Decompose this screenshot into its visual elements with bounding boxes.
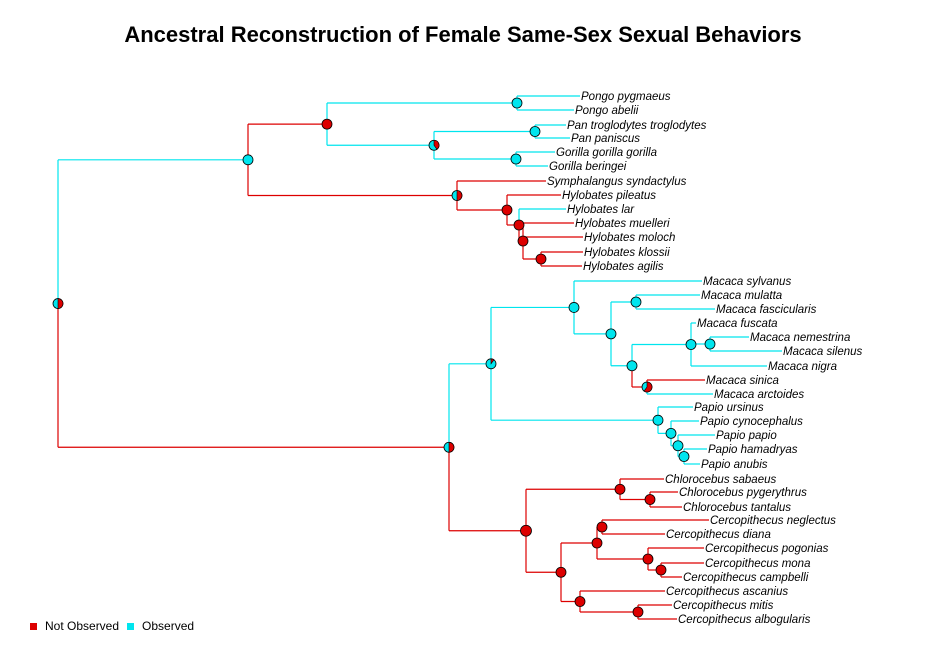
tip-label: Papio hamadryas: [708, 444, 798, 456]
node-pie-papionins: [485, 358, 497, 370]
node-pie-hylobates: [501, 204, 513, 216]
tip-label: Chlorocebus tantalus: [683, 502, 791, 514]
tip-labels: Pongo pygmaeus Pongo abelii Pan troglodyte…: [547, 91, 863, 626]
tip-label: Pongo pygmaeus: [581, 91, 671, 103]
legend-swatch: [127, 622, 135, 630]
node-pie-hamadryas-anubis: [678, 451, 690, 462]
node-pie-gorilla: [510, 153, 522, 165]
tip-label: Gorilla beringei: [549, 161, 627, 173]
tip-label: Macaca arctoides: [714, 389, 804, 401]
node-pie-macaca-b: [626, 360, 638, 372]
node-pie-macaca: [568, 302, 580, 313]
tip-label: Hylobates muelleri: [575, 218, 670, 230]
node-pie-nemestrina-silenus: [704, 338, 716, 350]
tip-label: Hylobates klossii: [584, 247, 670, 259]
tip-label: Papio ursinus: [694, 402, 764, 414]
node-pie-cercopithecus-a: [591, 537, 603, 549]
node-pie-pygerythrus-tantalus: [644, 494, 656, 505]
legend-item: Not Observed: [30, 619, 119, 633]
node-pie-mona-campbelli: [655, 564, 667, 576]
tip-label: Macaca silenus: [783, 346, 863, 358]
node-pie-hylobatids: [451, 190, 463, 201]
node-pie-silenus-group: [685, 339, 697, 350]
node-pie-neglectus-diana: [596, 521, 608, 533]
node-pie-african-apes: [428, 139, 440, 151]
legend-label: Not Observed: [45, 619, 120, 633]
tip-label: Macaca sylvanus: [703, 276, 791, 288]
tip-label: Pan troglodytes troglodytes: [567, 120, 707, 132]
node-pie-root: [52, 298, 64, 309]
node-pie-mona-group: [642, 553, 654, 565]
tip-label: Pongo abelii: [575, 105, 639, 117]
tip-label: Hylobates agilis: [583, 261, 664, 273]
node-pie-mulatta-fascicularis: [630, 296, 642, 308]
tip-label: Symphalangus syndactylus: [547, 176, 687, 188]
node-pie-cercopithecus: [555, 566, 567, 578]
tip-label: Papio papio: [716, 430, 777, 442]
node-pie-sinica-arctoides: [641, 381, 653, 393]
tip-label: Macaca nemestrina: [750, 332, 850, 344]
node-pie-papio-a: [665, 427, 677, 439]
tip-label: Chlorocebus sabaeus: [665, 474, 776, 486]
legend-item: Observed: [127, 619, 194, 633]
node-pie-cercopithecids: [443, 441, 455, 453]
node-pie-pan: [529, 126, 541, 137]
tip-label: Macaca fascicularis: [716, 304, 817, 316]
chart-title: Ancestral Reconstruction of Female Same-…: [124, 22, 802, 47]
tip-label: Macaca mulatta: [701, 290, 782, 302]
node-pie-papio-b: [672, 440, 684, 452]
node-pie-macaca-a: [605, 328, 617, 340]
tip-label: Pan paniscus: [571, 133, 640, 145]
tip-label: Cercopithecus pogonias: [705, 543, 829, 555]
node-pie-mitis-albogularis: [632, 606, 644, 618]
node-pie-chlorocebus: [614, 483, 626, 495]
node-pie-hylobates-c: [517, 235, 529, 247]
node-pie-hylobates-b: [513, 219, 525, 231]
ancestral-nodes: [52, 97, 716, 618]
node-pie-papio: [652, 414, 664, 426]
tip-label: Chlorocebus pygerythrus: [679, 487, 807, 499]
tip-label: Macaca sinica: [706, 375, 779, 387]
legend: Not Observed Observed: [30, 619, 202, 633]
tip-label: Cercopithecus neglectus: [710, 515, 836, 527]
tip-label: Cercopithecus campbelli: [683, 572, 809, 584]
node-pie-guenons: [520, 524, 532, 537]
tip-label: Hylobates moloch: [584, 232, 675, 244]
tip-label: Cercopithecus diana: [666, 529, 771, 541]
node-pie-great-apes: [321, 118, 333, 130]
tip-label: Macaca fuscata: [697, 318, 778, 330]
node-pie-pongo: [511, 97, 523, 109]
tip-label: Gorilla gorilla gorilla: [556, 147, 657, 159]
tip-label: Cercopithecus ascanius: [666, 586, 788, 598]
tip-label: Cercopithecus mitis: [673, 600, 774, 612]
node-pie-ascanius-group: [574, 596, 586, 607]
tip-label: Cercopithecus albogularis: [678, 614, 811, 626]
tip-label: Cercopithecus mona: [705, 558, 810, 570]
legend-label: Observed: [142, 619, 195, 633]
tip-label: Macaca nigra: [768, 361, 837, 373]
tip-label: Hylobates lar: [567, 204, 635, 216]
tip-label: Papio cynocephalus: [700, 416, 803, 428]
node-pie-klossii-agilis: [535, 253, 547, 265]
tip-label: Papio anubis: [701, 459, 768, 471]
legend-swatch: [30, 622, 37, 630]
node-pie-hominoids: [242, 154, 254, 166]
tip-label: Hylobates pileatus: [562, 190, 656, 202]
